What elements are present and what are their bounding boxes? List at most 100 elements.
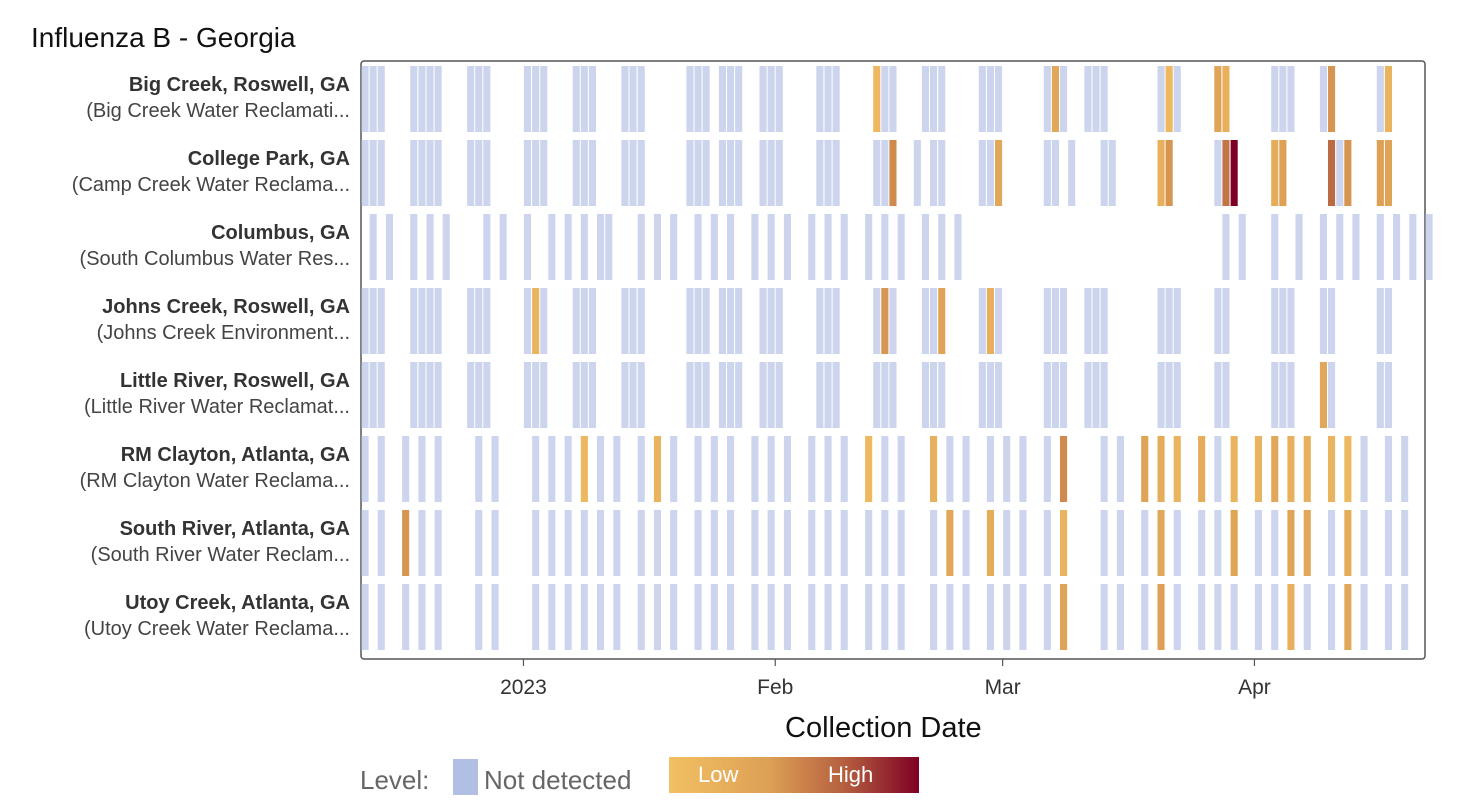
detected-cell	[1214, 66, 1222, 132]
x-axis-title: Collection Date	[785, 712, 982, 744]
not-detected-cell	[1336, 140, 1344, 206]
not-detected-cell	[686, 288, 694, 354]
not-detected-cell	[889, 288, 897, 354]
not-detected-cell	[588, 66, 596, 132]
not-detected-cell	[978, 362, 986, 428]
not-detected-cell	[921, 362, 929, 428]
row-facility-label: (Utoy Creek Water Reclama...	[84, 618, 350, 640]
not-detected-cell	[597, 584, 605, 650]
not-detected-cell	[1328, 584, 1336, 650]
not-detected-cell	[540, 288, 548, 354]
not-detected-cell	[361, 140, 369, 206]
not-detected-cell	[865, 584, 873, 650]
not-detected-cell	[1376, 288, 1384, 354]
not-detected-cell	[588, 140, 596, 206]
detected-cell	[1157, 510, 1165, 576]
not-detected-cell	[483, 362, 491, 428]
row-2	[361, 140, 1392, 206]
not-detected-cell	[1116, 584, 1124, 650]
not-detected-cell	[1019, 436, 1027, 502]
not-detected-cell	[426, 362, 434, 428]
not-detected-cell	[824, 510, 832, 576]
detected-cell	[1157, 436, 1165, 502]
not-detected-cell	[946, 436, 954, 502]
not-detected-cell	[1287, 288, 1295, 354]
not-detected-cell	[361, 436, 369, 502]
detected-cell	[1328, 140, 1336, 206]
not-detected-cell	[783, 584, 791, 650]
not-detected-cell	[532, 140, 540, 206]
detected-cell	[1230, 510, 1238, 576]
not-detected-cell	[1425, 214, 1433, 280]
not-detected-cell	[483, 140, 491, 206]
not-detected-cell	[1336, 214, 1344, 280]
not-detected-cell	[889, 66, 897, 132]
not-detected-cell	[824, 436, 832, 502]
not-detected-cell	[1376, 362, 1384, 428]
row-8	[361, 584, 1409, 650]
not-detected-cell	[1060, 66, 1068, 132]
plot-frame	[360, 60, 1426, 660]
not-detected-cell	[1384, 362, 1392, 428]
detected-cell	[1141, 436, 1149, 502]
not-detected-cell	[718, 66, 726, 132]
detected-cell	[995, 140, 1003, 206]
not-detected-cell	[1165, 362, 1173, 428]
row-facility-label: (South River Water Reclam...	[90, 544, 350, 566]
not-detected-cell	[1043, 584, 1051, 650]
not-detected-cell	[775, 140, 783, 206]
not-detected-cell	[1271, 584, 1279, 650]
not-detected-cell	[1084, 66, 1092, 132]
not-detected-cell	[1100, 288, 1108, 354]
not-detected-cell	[921, 288, 929, 354]
detected-cell	[946, 510, 954, 576]
not-detected-cell	[1319, 214, 1327, 280]
not-detected-cell	[1198, 510, 1206, 576]
not-detected-cell	[995, 288, 1003, 354]
not-detected-cell	[694, 436, 702, 502]
not-detected-cell	[1157, 66, 1165, 132]
not-detected-cell	[653, 584, 661, 650]
not-detected-cell	[767, 510, 775, 576]
not-detected-cell	[727, 584, 735, 650]
not-detected-cell	[548, 214, 556, 280]
not-detected-cell	[824, 140, 832, 206]
not-detected-cell	[978, 140, 986, 206]
not-detected-cell	[572, 362, 580, 428]
not-detected-cell	[767, 214, 775, 280]
not-detected-cell	[913, 140, 921, 206]
not-detected-cell	[377, 436, 385, 502]
legend-title: Level:	[360, 765, 430, 795]
not-detected-cell	[978, 66, 986, 132]
detected-cell	[1384, 140, 1392, 206]
not-detected-cell	[418, 140, 426, 206]
not-detected-cell	[1043, 288, 1051, 354]
not-detected-cell	[483, 214, 491, 280]
detected-cell	[1384, 66, 1392, 132]
not-detected-cell	[840, 510, 848, 576]
not-detected-cell	[613, 436, 621, 502]
not-detected-cell	[767, 584, 775, 650]
not-detected-cell	[426, 140, 434, 206]
not-detected-cell	[832, 362, 840, 428]
not-detected-cell	[775, 66, 783, 132]
not-detected-cell	[986, 362, 994, 428]
not-detected-cell	[1043, 510, 1051, 576]
not-detected-cell	[751, 214, 759, 280]
not-detected-cell	[775, 288, 783, 354]
not-detected-cell	[727, 362, 735, 428]
not-detected-cell	[523, 214, 531, 280]
not-detected-cell	[1376, 214, 1384, 280]
not-detected-cell	[1084, 362, 1092, 428]
not-detected-cell	[499, 214, 507, 280]
not-detected-cell	[540, 140, 548, 206]
not-detected-cell	[410, 288, 418, 354]
not-detected-cell	[946, 584, 954, 650]
not-detected-cell	[694, 140, 702, 206]
not-detected-cell	[548, 510, 556, 576]
not-detected-cell	[377, 584, 385, 650]
not-detected-cell	[467, 66, 475, 132]
detected-cell	[1303, 436, 1311, 502]
not-detected-cell	[564, 510, 572, 576]
